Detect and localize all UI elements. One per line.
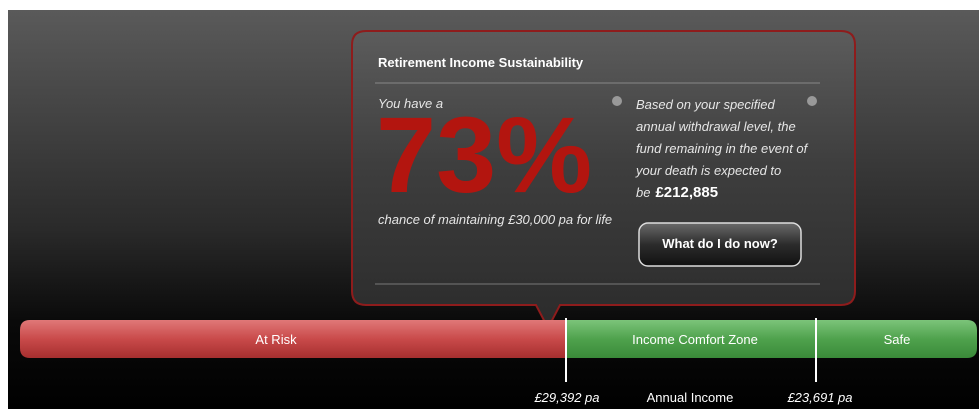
- prefix: You have a: [378, 96, 444, 111]
- zone-label: At Risk: [255, 332, 297, 347]
- panel-title: Retirement Income Sustainability: [378, 55, 584, 70]
- zone-at-risk: [20, 320, 565, 358]
- axis-label: Annual Income: [646, 390, 734, 405]
- marker-label: £23,691 pa: [787, 390, 853, 405]
- suffix: chance of maintaining £30,000 pa for lif…: [378, 212, 613, 227]
- zone-label: Safe: [883, 332, 911, 347]
- fund-description: Based on your specified annual withdrawa…: [636, 97, 808, 200]
- help-icon[interactable]: [612, 96, 622, 106]
- zone-comfort-safe: [565, 320, 977, 358]
- marker-label: £29,392 pa: [534, 390, 600, 405]
- percent: 73%: [376, 94, 593, 215]
- zone-label: Income Comfort Zone: [632, 332, 758, 347]
- button-shape[interactable]: [638, 222, 802, 267]
- help-icon[interactable]: [807, 96, 817, 106]
- fund-text: Based on your specified annual withdrawa…: [636, 94, 816, 204]
- button-label[interactable]: What do I do now?: [662, 236, 778, 251]
- fund-amount: £212,885: [655, 184, 719, 201]
